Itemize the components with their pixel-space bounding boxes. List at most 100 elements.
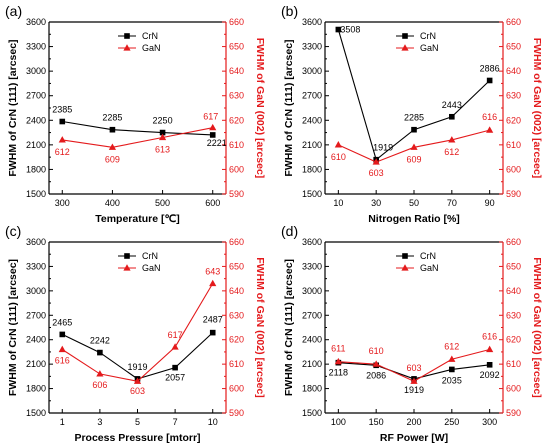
- y2-tick-label: 660: [506, 237, 521, 247]
- x-axis-title: RF Power [W]: [380, 432, 448, 444]
- y2-tick-label: 660: [506, 17, 521, 27]
- gan-marker: [410, 143, 418, 150]
- gan-data-label: 612: [55, 147, 70, 157]
- y-tick-label: 2100: [26, 140, 46, 150]
- crn-data-label: 1919: [373, 143, 393, 153]
- y2-tick-label: 610: [506, 359, 521, 369]
- x-tick-label: 500: [155, 198, 170, 208]
- x-tick-label: 400: [105, 198, 120, 208]
- gan-marker: [96, 370, 104, 377]
- y-axis-title: FWHM of CrN (111) [arcsec]: [7, 259, 19, 396]
- y2-tick-label: 600: [506, 164, 521, 174]
- y-tick-label: 1800: [302, 384, 322, 394]
- gan-marker: [209, 279, 217, 287]
- crn-line: [62, 120, 213, 136]
- crn-data-label: 2035: [442, 375, 462, 385]
- crn-data-label: 2092: [480, 370, 500, 380]
- y2-tick-label: 640: [229, 66, 244, 76]
- y-tick-label: 1500: [302, 189, 322, 199]
- x-tick-label: 5: [135, 417, 140, 427]
- crn-line: [62, 332, 214, 380]
- y2-tick-label: 650: [506, 42, 521, 52]
- crn-data-label: 2242: [90, 336, 110, 346]
- gan-data-label: 610: [331, 152, 346, 162]
- gan-marker: [209, 123, 217, 131]
- crn-marker: [59, 331, 66, 338]
- gan-line: [62, 127, 213, 148]
- crn-data-label: 1919: [404, 385, 424, 395]
- y-tick-label: 3000: [26, 66, 46, 76]
- y-tick-label: 3300: [26, 42, 46, 52]
- crn-marker: [402, 33, 408, 39]
- y2-tick-label: 650: [229, 42, 244, 52]
- crn-data-label: 2221: [207, 138, 227, 148]
- y-tick-label: 1800: [26, 164, 46, 174]
- x-axis-title: Nitrogen Ratio [%]: [368, 213, 460, 225]
- gan-data-label: 603: [130, 386, 145, 396]
- gan-marker: [401, 264, 409, 271]
- x-tick-label: 200: [406, 417, 421, 427]
- y2-axis-title: FWHM of GaN (002) [arcsec]: [531, 38, 543, 179]
- y-tick-label: 2700: [302, 91, 322, 101]
- crn-data-label: 2385: [52, 105, 72, 115]
- gan-marker: [133, 377, 142, 384]
- y2-axis-title: FWHM of GaN (002) [arcsec]: [254, 38, 266, 179]
- legend: CrN GaN: [118, 31, 161, 53]
- gan-marker: [123, 264, 131, 271]
- y-tick-label: 2700: [26, 310, 46, 320]
- crn-data-label: 3508: [340, 25, 360, 35]
- y-tick-label: 2700: [302, 310, 322, 320]
- gan-marker: [334, 141, 342, 148]
- crn-data-label: 2057: [165, 373, 185, 383]
- y2-tick-label: 630: [229, 310, 244, 320]
- legend: CrN GaN: [118, 251, 161, 273]
- y-tick-label: 1800: [26, 384, 46, 394]
- y2-tick-label: 600: [229, 164, 244, 174]
- crn-data-label: 2118: [329, 368, 348, 378]
- gan-marker: [123, 44, 131, 51]
- y2-tick-label: 630: [506, 310, 521, 320]
- legend-label: CrN: [142, 31, 158, 41]
- legend: CrN GaN: [396, 251, 439, 273]
- legend: CrN GaN: [396, 31, 439, 53]
- y-tick-label: 2400: [26, 115, 46, 125]
- y-tick-label: 2400: [302, 115, 322, 125]
- y2-tick-label: 590: [229, 189, 244, 199]
- crn-marker: [124, 33, 130, 39]
- x-axis-title: Process Pressure [mtorr]: [74, 432, 200, 444]
- crn-marker: [449, 366, 455, 373]
- gan-marker: [448, 136, 456, 143]
- panel-label: (a): [5, 3, 22, 19]
- y-tick-label: 2700: [26, 91, 46, 101]
- gan-data-label: 603: [369, 168, 384, 178]
- gan-data-label: 613: [155, 144, 170, 154]
- crn-marker: [172, 364, 178, 371]
- crn-data-label: 1919: [127, 362, 147, 372]
- gan-marker: [372, 360, 380, 367]
- gan-data-label: 603: [406, 363, 421, 373]
- crn-data-label: 2285: [102, 113, 122, 123]
- y-tick-label: 3600: [302, 237, 322, 247]
- gan-marker: [58, 136, 66, 143]
- y-tick-label: 3300: [302, 42, 322, 52]
- gan-data-label: 609: [406, 154, 421, 164]
- crn-data-label: 2465: [52, 317, 72, 327]
- y2-tick-label: 630: [229, 91, 244, 101]
- y-tick-label: 2100: [26, 359, 46, 369]
- legend-label: GaN: [420, 43, 439, 53]
- gan-data-label: 616: [482, 112, 497, 122]
- y-tick-label: 3300: [26, 261, 46, 271]
- legend-label: GaN: [142, 263, 161, 273]
- x-tick-label: 1: [60, 417, 65, 427]
- y2-tick-label: 590: [506, 408, 521, 418]
- y2-tick-label: 590: [229, 408, 244, 418]
- x-axis-title: Temperature [℃]: [95, 213, 180, 225]
- gan-marker: [171, 343, 179, 350]
- x-tick-label: 10: [208, 417, 218, 427]
- y-tick-label: 3300: [302, 261, 322, 271]
- legend-label: GaN: [142, 43, 161, 53]
- x-tick-label: 50: [409, 198, 419, 208]
- x-tick-label: 70: [447, 198, 457, 208]
- gan-marker: [58, 345, 66, 353]
